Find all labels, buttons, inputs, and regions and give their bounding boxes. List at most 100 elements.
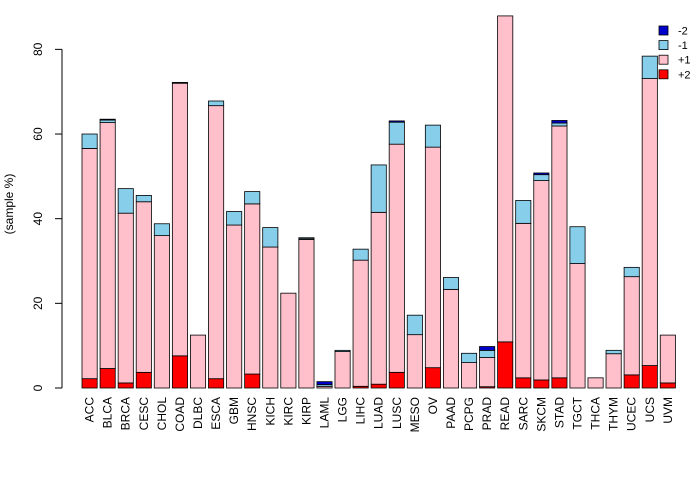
y-tick-label-80: 80 xyxy=(31,42,45,56)
bar-acc-seg-2 xyxy=(81,133,98,149)
bar-ucec-seg-1 xyxy=(623,276,640,376)
x-tick-label-tgct: TGCT xyxy=(570,396,584,429)
bar-prad-seg-3 xyxy=(479,346,496,351)
bar-stad-seg-1 xyxy=(551,125,568,379)
x-tick-label-cesc: CESC xyxy=(137,397,151,431)
y-tick-label-40: 40 xyxy=(31,212,45,226)
bar-esca-seg-0 xyxy=(208,378,225,389)
bar-kirp-seg-1 xyxy=(298,239,315,389)
x-tick-label-ov: OV xyxy=(426,397,440,414)
bar-ucs-seg-2 xyxy=(641,55,658,79)
y-tick-label-60: 60 xyxy=(31,127,45,141)
bar-lusc-seg-0 xyxy=(388,371,405,389)
bar-prad-seg-1 xyxy=(479,357,496,388)
bar-paad-seg-2 xyxy=(442,277,459,290)
bar-hnsc-seg-0 xyxy=(244,373,261,389)
bar-stad-seg-2 xyxy=(551,122,568,127)
x-tick-label-paad: PAAD xyxy=(444,397,458,429)
x-tick-label-sarc: SARC xyxy=(516,397,530,431)
bar-laml-seg-3 xyxy=(316,381,333,386)
bar-chol-seg-1 xyxy=(153,235,170,389)
x-tick-label-esca: ESCA xyxy=(209,397,223,430)
x-tick-label-acc: ACC xyxy=(83,397,97,423)
bar-blca-seg-1 xyxy=(99,122,116,369)
bar-lusc-seg-3 xyxy=(388,120,405,123)
bar-stad-seg-3 xyxy=(551,120,568,124)
legend-swatch-1 xyxy=(658,40,669,50)
bar-cesc-seg-2 xyxy=(135,194,152,203)
bar-pcpg-seg-1 xyxy=(461,362,478,389)
x-tick-label-ucs: UCS xyxy=(643,397,657,422)
bar-tgct-seg-1 xyxy=(569,263,586,389)
bar-kirc-seg-1 xyxy=(280,292,297,389)
bar-ucs-seg-0 xyxy=(641,365,658,389)
x-tick-label-ucec: UCEC xyxy=(625,397,639,431)
bars-group xyxy=(81,15,676,389)
x-tick-label-skcm: SKCM xyxy=(534,397,548,432)
x-tick-label-luad: LUAD xyxy=(372,397,386,429)
bar-ov-seg-0 xyxy=(424,367,441,389)
bar-tgct-seg-2 xyxy=(569,226,586,264)
x-tick-label-prad: PRAD xyxy=(480,397,494,431)
bar-hnsc-seg-1 xyxy=(244,203,261,375)
bar-coad-seg-1 xyxy=(171,82,188,357)
bar-lihc-seg-1 xyxy=(352,259,369,387)
x-tick-label-pcpg: PCPG xyxy=(462,397,476,431)
bar-read-seg-0 xyxy=(497,341,514,389)
x-tick-label-thca: THCA xyxy=(589,397,603,430)
bar-dlbc-seg-1 xyxy=(190,334,207,389)
legend-swatch-0 xyxy=(658,25,669,36)
bar-paad-seg-1 xyxy=(442,288,459,389)
bar-esca-seg-2 xyxy=(208,100,225,107)
x-tick-label-gbm: GBM xyxy=(227,397,241,424)
bar-lusc-seg-1 xyxy=(388,143,405,373)
x-tick-label-meso: MESO xyxy=(408,397,422,432)
bar-luad-seg-0 xyxy=(370,383,387,389)
x-tick-label-kich: KICH xyxy=(263,397,277,426)
bar-read-seg-1 xyxy=(497,15,514,343)
bar-skcm-seg-3 xyxy=(533,172,550,176)
x-tick-label-brca: BRCA xyxy=(119,397,133,430)
bar-esca-seg-1 xyxy=(208,105,225,380)
legend-label-3: +2 xyxy=(678,69,691,81)
bar-uvm-seg-1 xyxy=(659,334,676,384)
x-tick-label-read: READ xyxy=(498,397,512,431)
x-tick-label-lusc: LUSC xyxy=(390,397,404,429)
bar-thca-seg-1 xyxy=(587,377,604,389)
bar-skcm-seg-1 xyxy=(533,180,550,381)
bar-gbm-seg-1 xyxy=(226,224,243,389)
x-tick-label-kirc: KIRC xyxy=(281,397,295,426)
bar-luad-seg-2 xyxy=(370,164,387,213)
bar-skcm-seg-2 xyxy=(533,174,550,181)
bar-thym-seg-1 xyxy=(605,353,622,389)
x-tick-label-lihc: LIHC xyxy=(354,397,368,425)
bar-kirp-seg-3 xyxy=(298,237,315,239)
legend-swatch-2 xyxy=(658,54,669,65)
bar-chol-seg-2 xyxy=(153,223,170,237)
legend-swatch-3 xyxy=(658,69,669,80)
x-tick-label-dlbc: DLBC xyxy=(191,397,205,429)
x-tick-label-blca: BLCA xyxy=(101,397,115,428)
bar-meso-seg-2 xyxy=(406,314,423,336)
x-tick-label-kirp: KIRP xyxy=(299,397,313,425)
bar-prad-seg-2 xyxy=(479,349,496,358)
bar-hnsc-seg-2 xyxy=(244,191,261,205)
bar-uvm-seg-0 xyxy=(659,382,676,389)
y-axis: 0 20 40 60 80 xyxy=(31,42,63,391)
bar-lihc-seg-2 xyxy=(352,248,369,261)
x-tick-label-thym: THYM xyxy=(607,397,621,431)
bar-sarc-seg-2 xyxy=(515,200,532,224)
bar-lusc-seg-2 xyxy=(388,121,405,145)
legend-label-1: -1 xyxy=(678,40,688,52)
x-tick-label-stad: STAD xyxy=(552,397,566,428)
bar-coad-seg-0 xyxy=(171,355,188,389)
bar-skcm-seg-0 xyxy=(533,379,550,389)
y-axis-label: (sample %) xyxy=(2,174,16,235)
bar-lgg-seg-2 xyxy=(334,349,351,352)
x-tick-label-uvm: UVM xyxy=(661,397,675,424)
bar-ucec-seg-0 xyxy=(623,374,640,389)
x-tick-label-coad: COAD xyxy=(173,397,187,432)
bar-ucec-seg-2 xyxy=(623,266,640,278)
bar-kich-seg-1 xyxy=(262,246,279,389)
